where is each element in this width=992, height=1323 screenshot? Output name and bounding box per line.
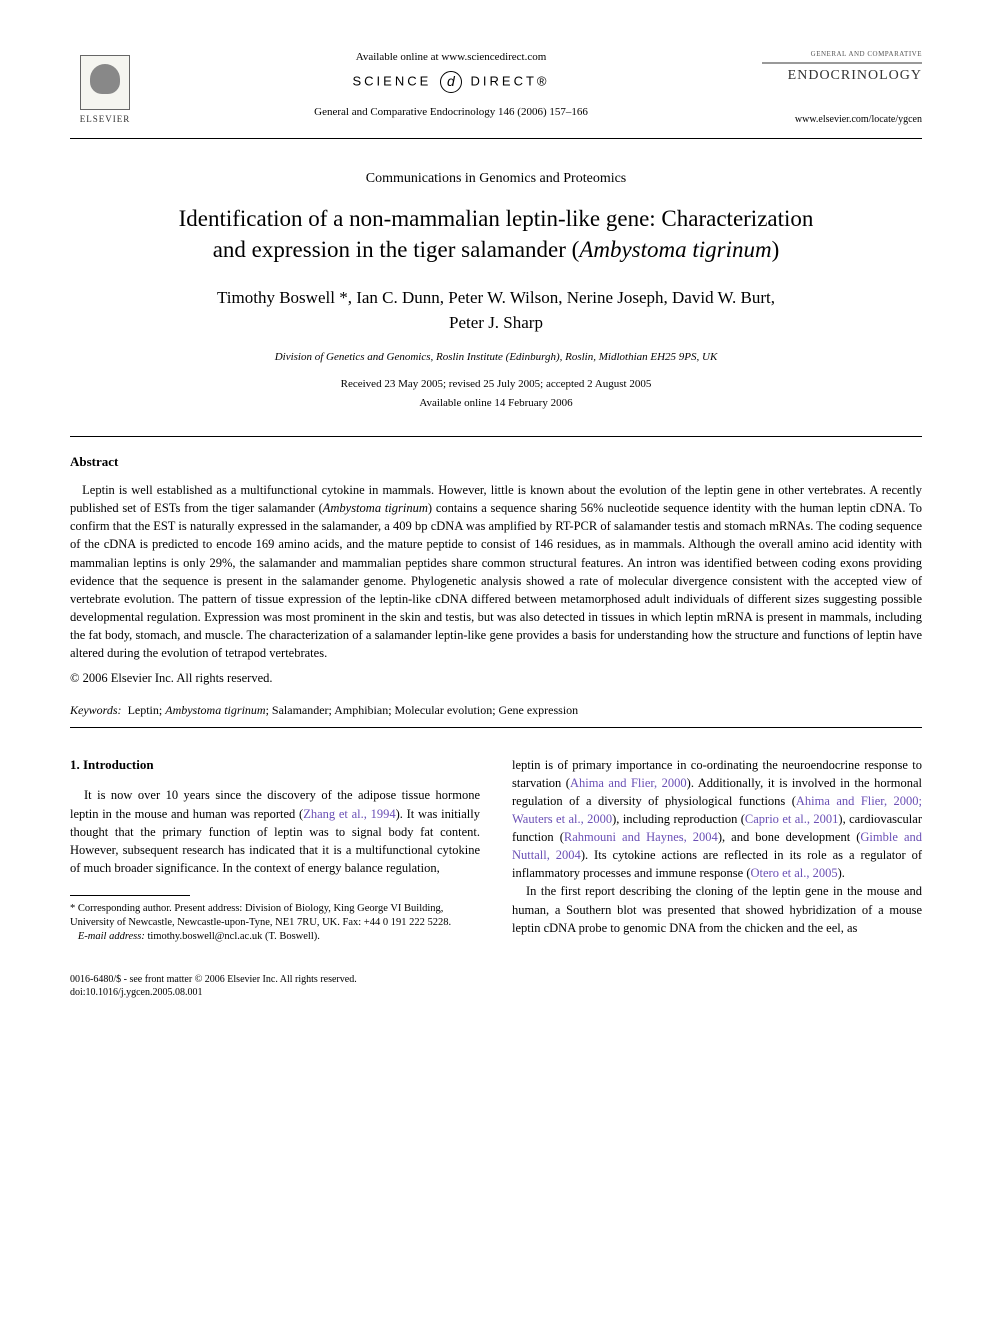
- journal-reference: General and Comparative Endocrinology 14…: [160, 105, 742, 120]
- article-title: Identification of a non-mammalian leptin…: [70, 203, 922, 265]
- footer-front-matter: 0016-6480/$ - see front matter © 2006 El…: [70, 973, 922, 987]
- elsevier-tree-icon: [80, 55, 130, 110]
- title-line2-post: ): [772, 237, 780, 262]
- elsevier-logo: ELSEVIER: [70, 50, 140, 130]
- journal-logo-block: GENERAL AND COMPARATIVE ENDOCRINOLOGY ww…: [762, 50, 922, 127]
- section-label: Communications in Genomics and Proteomic…: [70, 169, 922, 189]
- keywords-species: Ambystoma tigrinum: [165, 703, 265, 717]
- rule-abstract-top: [70, 436, 922, 437]
- affiliation: Division of Genetics and Genomics, Rosli…: [70, 350, 922, 365]
- intro-para-1-cont: leptin is of primary importance in co-or…: [512, 756, 922, 883]
- footnote-email-label: E-mail address:: [78, 931, 145, 942]
- intro2-g: ).: [838, 866, 845, 880]
- footer-doi: doi:10.1016/j.ygcen.2005.08.001: [70, 986, 922, 1000]
- keywords-label: Keywords:: [70, 703, 122, 717]
- abstract-b: ) contains a sequence sharing 56% nucleo…: [70, 501, 922, 660]
- footnote-email-address[interactable]: timothy.boswell@ncl.ac.uk: [147, 931, 262, 942]
- body-columns: 1. Introduction It is now over 10 years …: [70, 756, 922, 945]
- title-species: Ambystoma tigrinum: [579, 237, 771, 262]
- footer-block: 0016-6480/$ - see front matter © 2006 El…: [70, 973, 922, 1000]
- sciencedirect-logo: SCIENCE d DIRECT®: [160, 71, 742, 93]
- cite-zhang[interactable]: Zhang et al., 1994: [303, 807, 395, 821]
- abstract-heading: Abstract: [70, 453, 922, 471]
- authors-line2: Peter J. Sharp: [449, 313, 543, 332]
- sd-right: DIRECT®: [471, 74, 550, 89]
- journal-logo-big: ENDOCRINOLOGY: [762, 62, 922, 86]
- intro-heading: 1. Introduction: [70, 756, 480, 775]
- abstract-species: Ambystoma tigrinum: [323, 501, 428, 515]
- footnote-email-who: (T. Boswell).: [262, 931, 320, 942]
- column-left: 1. Introduction It is now over 10 years …: [70, 756, 480, 945]
- available-online-text: Available online at www.sciencedirect.co…: [160, 50, 742, 65]
- authors: Timothy Boswell *, Ian C. Dunn, Peter W.…: [70, 285, 922, 336]
- sd-left: SCIENCE: [352, 74, 431, 89]
- footnote-separator: [70, 895, 190, 896]
- cite-ahima1[interactable]: Ahima and Flier, 2000: [570, 776, 687, 790]
- header-center: Available online at www.sciencedirect.co…: [140, 50, 762, 121]
- intro-para-2: In the first report describing the cloni…: [512, 882, 922, 936]
- intro-para-1: It is now over 10 years since the discov…: [70, 786, 480, 877]
- rule-top: [70, 138, 922, 139]
- title-line1: Identification of a non-mammalian leptin…: [179, 206, 814, 231]
- journal-url: www.elsevier.com/locate/ygcen: [762, 113, 922, 127]
- column-right: leptin is of primary importance in co-or…: [512, 756, 922, 945]
- elsevier-label: ELSEVIER: [80, 113, 131, 126]
- keywords: Keywords: Leptin; Ambystoma tigrinum; Sa…: [70, 702, 922, 719]
- title-line2-pre: and expression in the tiger salamander (: [213, 237, 580, 262]
- footnote-email: E-mail address: timothy.boswell@ncl.ac.u…: [70, 930, 480, 944]
- intro2-c: ), including reproduction (: [612, 812, 745, 826]
- abstract-text: Leptin is well established as a multifun…: [70, 481, 922, 662]
- authors-line1: Timothy Boswell *, Ian C. Dunn, Peter W.…: [217, 288, 775, 307]
- page-header: ELSEVIER Available online at www.science…: [70, 50, 922, 130]
- intro2-e: ), and bone development (: [718, 830, 861, 844]
- keywords-a: Leptin;: [128, 703, 166, 717]
- footnote-corresponding: * Corresponding author. Present address:…: [70, 902, 480, 930]
- dates-received: Received 23 May 2005; revised 25 July 20…: [70, 377, 922, 392]
- cite-otero[interactable]: Otero et al., 2005: [750, 866, 837, 880]
- keywords-b: ; Salamander; Amphibian; Molecular evolu…: [266, 703, 579, 717]
- cite-caprio[interactable]: Caprio et al., 2001: [745, 812, 839, 826]
- rule-abstract-bottom: [70, 727, 922, 728]
- journal-logo-small: GENERAL AND COMPARATIVE: [762, 50, 922, 60]
- dates-online: Available online 14 February 2006: [70, 396, 922, 411]
- sd-at-icon: d: [440, 71, 462, 93]
- cite-rahmouni[interactable]: Rahmouni and Haynes, 2004: [564, 830, 718, 844]
- copyright-line: © 2006 Elsevier Inc. All rights reserved…: [70, 670, 922, 688]
